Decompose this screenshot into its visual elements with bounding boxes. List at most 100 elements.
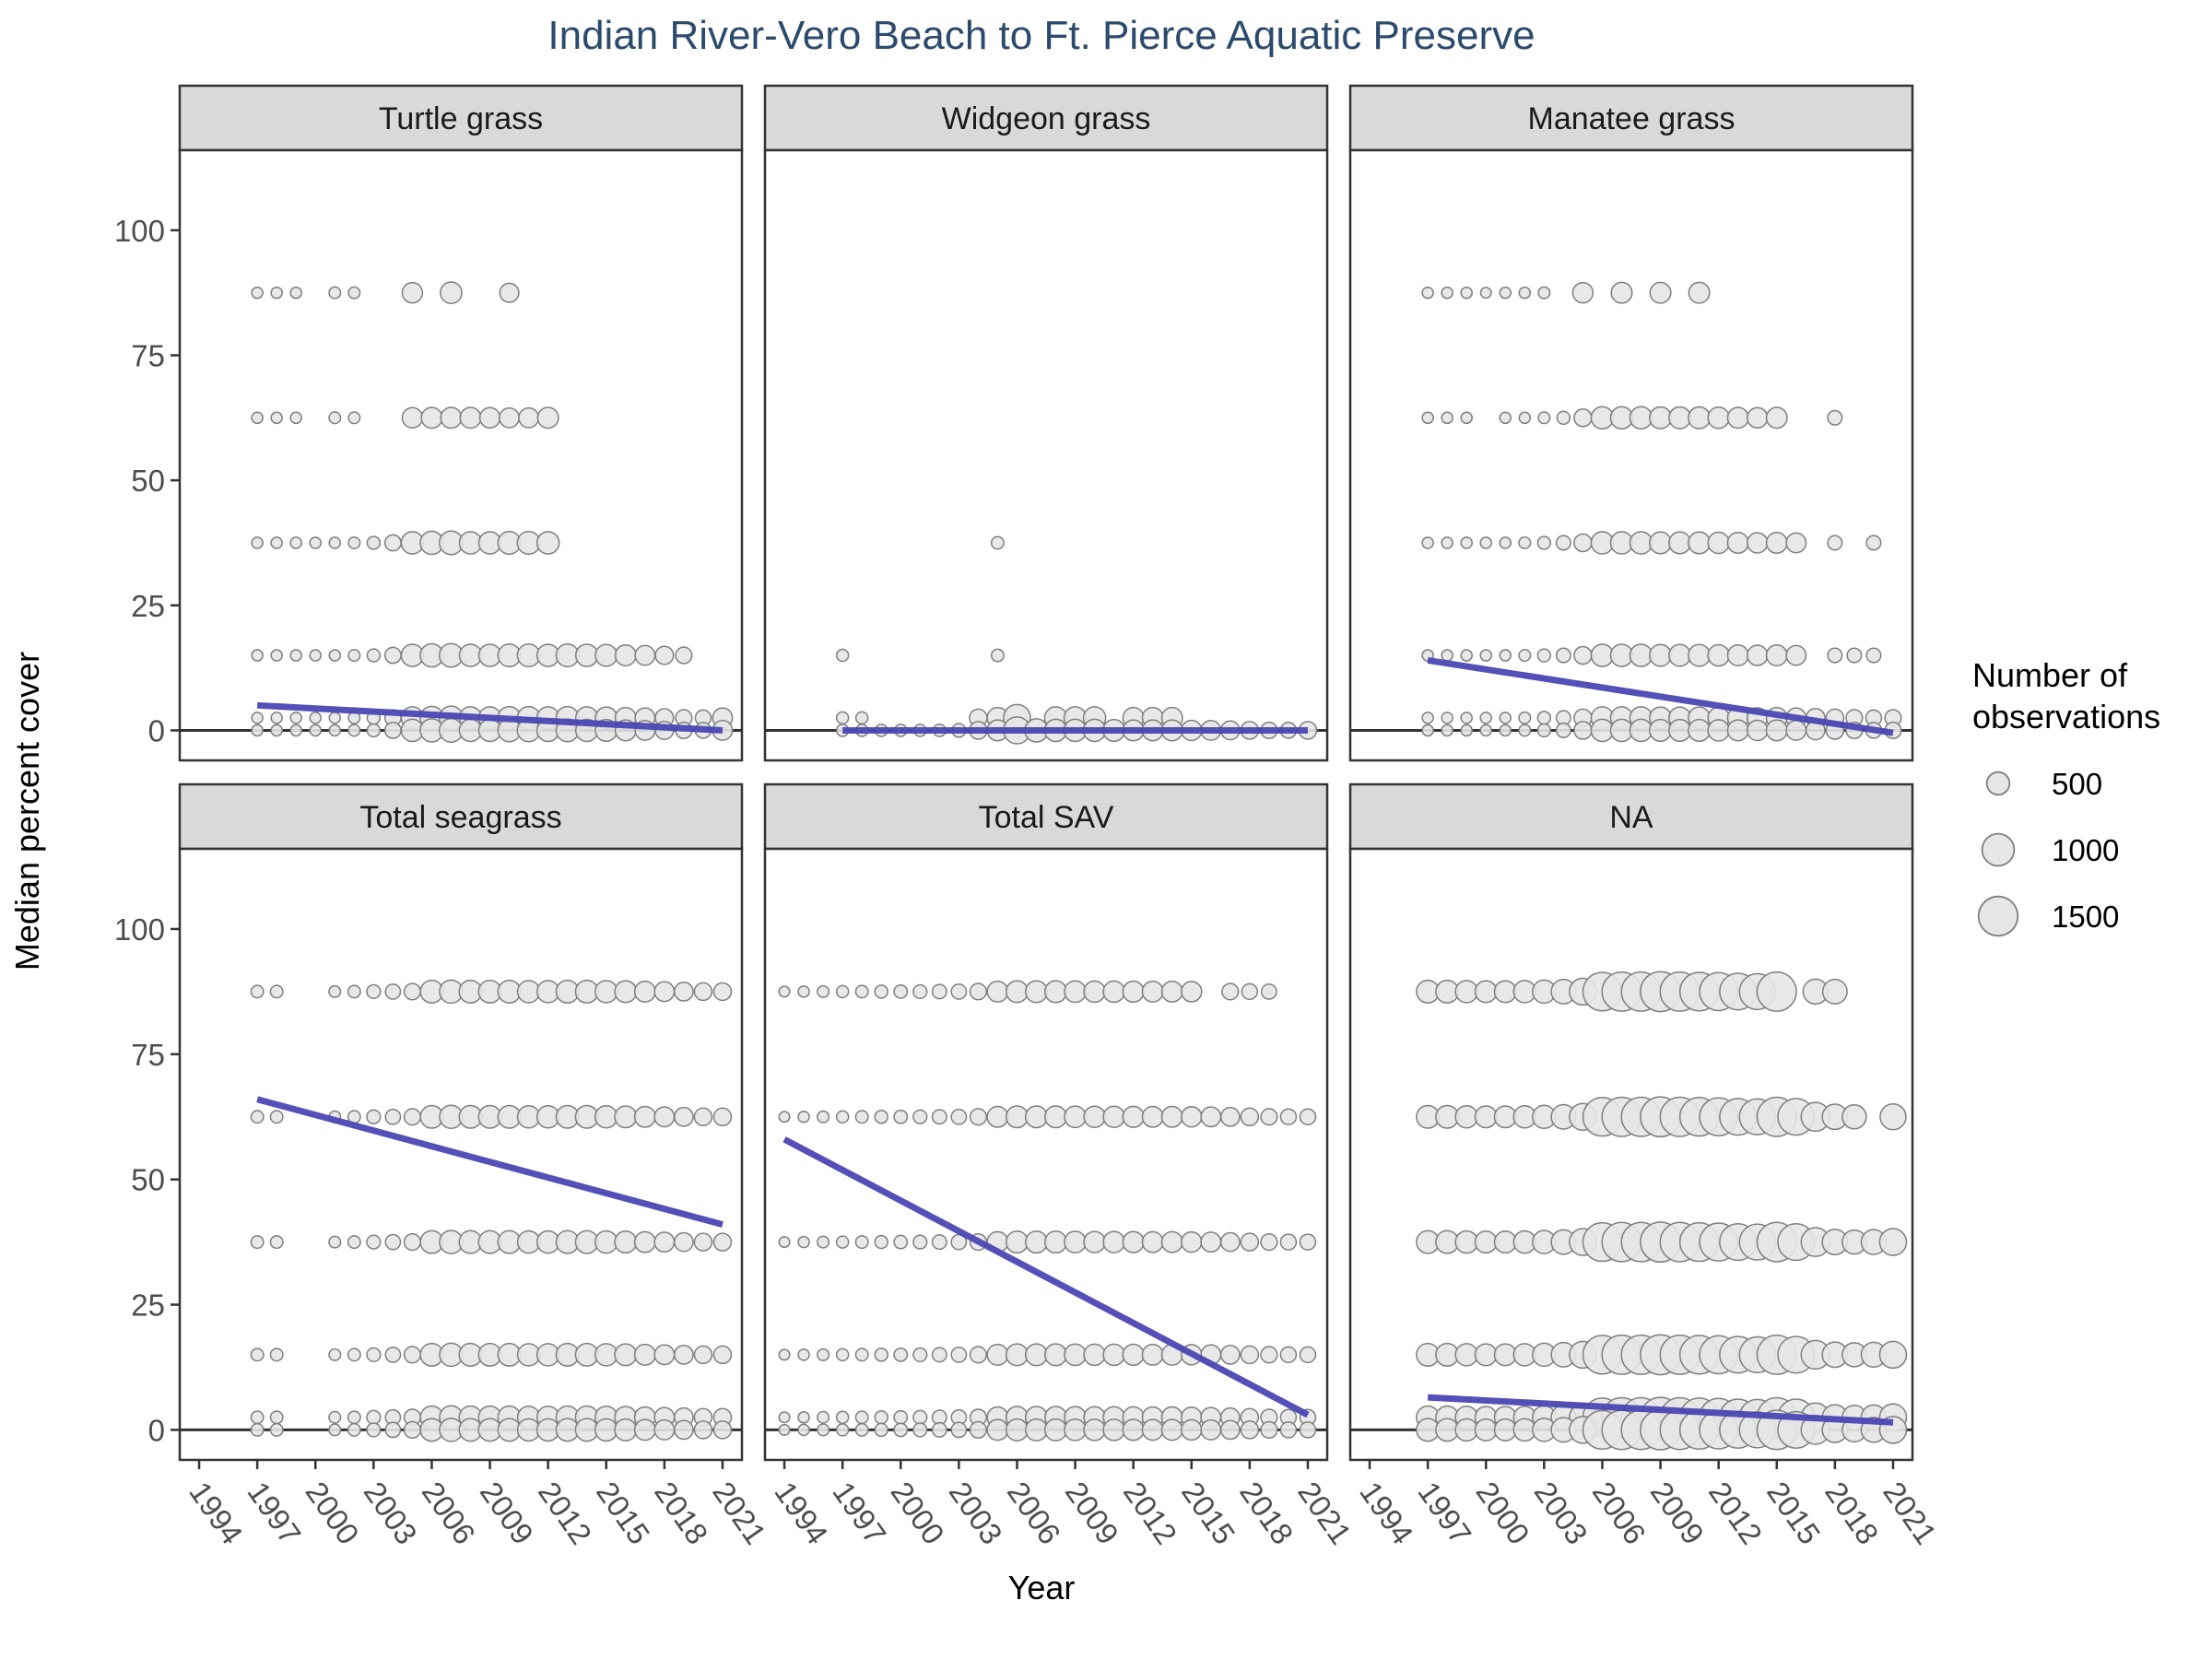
data-point (1474, 1343, 1498, 1367)
panel-border (178, 148, 744, 762)
data-point (893, 1409, 909, 1425)
data-point (1454, 1230, 1479, 1254)
data-point (1878, 1228, 1908, 1256)
data-point (1518, 286, 1532, 300)
data-point (270, 649, 283, 662)
data-point (1064, 1418, 1087, 1441)
data-point (328, 984, 342, 998)
trend-line (782, 1136, 1310, 1418)
data-point (499, 282, 520, 303)
data-point (289, 536, 302, 549)
data-point (1479, 724, 1493, 737)
data-point (366, 983, 382, 1000)
data-point (817, 1423, 830, 1437)
data-point (1279, 1108, 1298, 1126)
data-point (614, 980, 638, 1004)
data-point (403, 1346, 422, 1364)
x-tick-label: 2000 (885, 1476, 951, 1550)
panel-strip-label: NA (1609, 800, 1653, 835)
data-point (574, 643, 599, 667)
x-tick-label: 2015 (1175, 1476, 1241, 1550)
data-point (250, 984, 265, 999)
data-point (1221, 982, 1240, 1001)
data-point (1141, 1343, 1164, 1366)
data-point (403, 1420, 422, 1440)
data-point (1499, 286, 1512, 300)
data-point (347, 724, 361, 737)
trend-line (256, 1096, 724, 1228)
panel-turtle-grass: Turtle grass 0 25 50 75 100 (114, 84, 744, 762)
data-point (270, 712, 283, 724)
data-point (270, 411, 283, 425)
data-point (912, 1347, 928, 1363)
panel-border (178, 847, 744, 1462)
panel-background (180, 150, 742, 760)
data-point (1649, 718, 1673, 742)
data-point (693, 1345, 713, 1365)
data-point (653, 1344, 676, 1366)
panel-strip-label: Turtle grass (379, 101, 543, 136)
data-point (986, 980, 1009, 1003)
data-point (347, 286, 361, 300)
x-tick-label: 2021 (1291, 1476, 1358, 1550)
panel-background (765, 849, 1327, 1460)
data-point (1629, 406, 1653, 430)
data-point (384, 1421, 402, 1439)
x-tick-label: 2003 (1528, 1476, 1594, 1550)
data-point (1122, 1418, 1145, 1441)
data-point (1181, 1418, 1203, 1441)
data-point (674, 981, 694, 1002)
x-tick-label: 2009 (474, 1476, 540, 1550)
data-point (328, 1423, 342, 1437)
data-point (835, 1110, 850, 1124)
data-point (1083, 1105, 1106, 1129)
data-point (1827, 409, 1843, 426)
data-point (931, 1234, 947, 1251)
x-tick-label: 1994 (768, 1476, 834, 1550)
data-point (459, 406, 482, 429)
data-point (309, 712, 323, 724)
data-point (817, 984, 830, 998)
data-point (1629, 718, 1653, 743)
data-point (1573, 645, 1593, 665)
data-point (1299, 1346, 1317, 1364)
data-point (1499, 649, 1512, 662)
data-point (835, 1423, 850, 1437)
data-point (1043, 1343, 1068, 1367)
data-point (1707, 531, 1730, 555)
data-point (1688, 281, 1711, 304)
data-point (270, 724, 283, 737)
x-tick-label: 2012 (1702, 1476, 1769, 1550)
data-point (931, 983, 947, 1000)
data-point (986, 1105, 1009, 1128)
data-point (931, 1347, 947, 1363)
data-point (778, 985, 791, 998)
data-point (1181, 1105, 1203, 1128)
data-point (347, 649, 361, 663)
data-point (1240, 1232, 1260, 1252)
data-point (969, 1346, 987, 1364)
x-tick-label: 2006 (1586, 1476, 1653, 1550)
data-point (1629, 531, 1653, 555)
data-point (250, 1235, 265, 1250)
data-point (1536, 711, 1552, 725)
data-point (912, 1422, 928, 1438)
data-point (1879, 1102, 1907, 1131)
trend-line (256, 701, 724, 734)
data-point (1610, 281, 1633, 304)
data-point (1160, 980, 1183, 1003)
legend-size-key (1981, 832, 2016, 867)
data-point (1064, 1343, 1087, 1367)
panel-border (1348, 148, 1914, 762)
data-point (269, 984, 284, 999)
data-point (1555, 647, 1571, 664)
data-point (594, 1343, 618, 1367)
y-tick-label: 25 (131, 589, 165, 623)
data-point (1454, 1104, 1479, 1129)
data-point (1756, 971, 1797, 1012)
data-point (328, 286, 342, 300)
data-point (1441, 712, 1453, 724)
data-point (653, 1106, 676, 1128)
x-tick-label: 2018 (648, 1476, 714, 1550)
data-point (950, 1108, 968, 1125)
